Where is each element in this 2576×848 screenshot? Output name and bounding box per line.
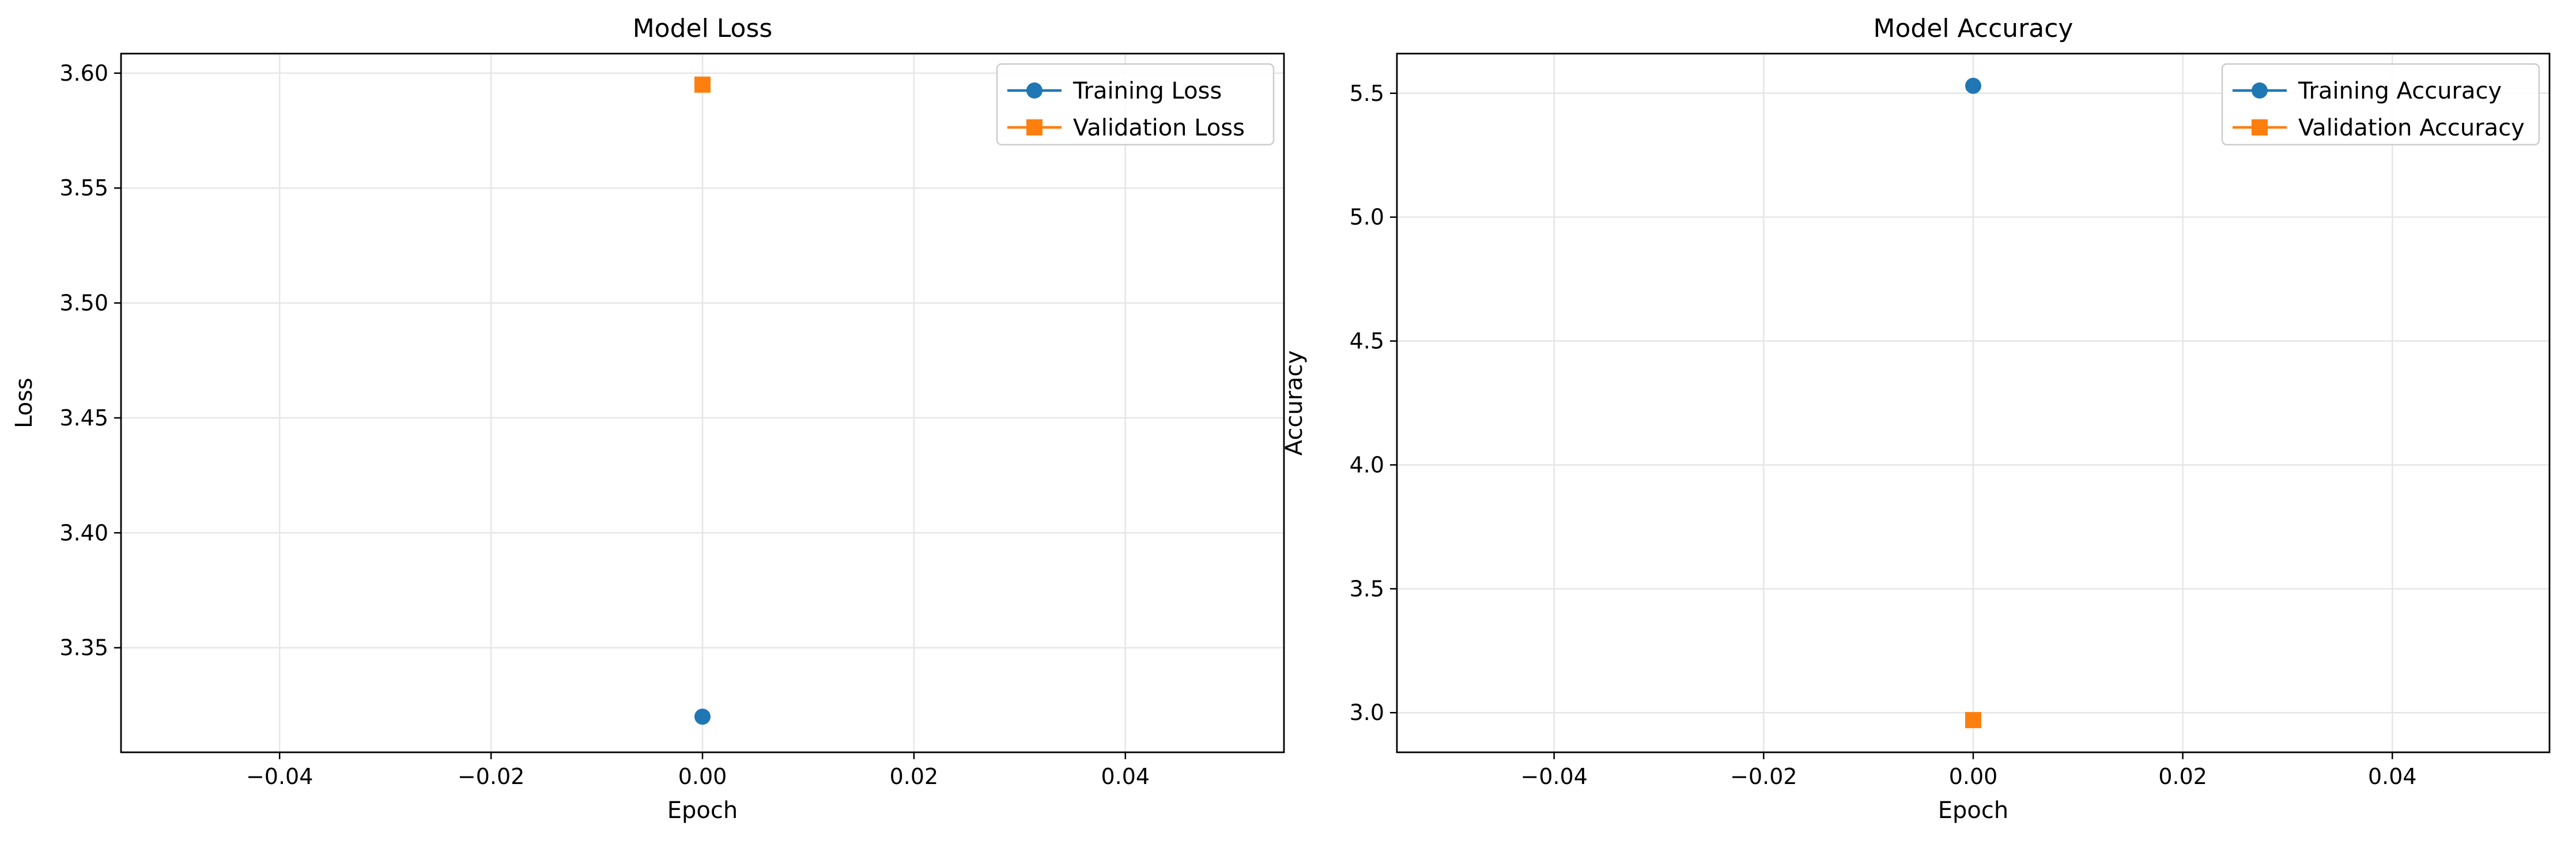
data-point-circle xyxy=(1965,77,1981,94)
y-tick-label: 3.40 xyxy=(59,520,108,545)
plot-area-frame xyxy=(120,52,1285,753)
x-tick-label: 0.02 xyxy=(890,764,939,789)
legend-label: Validation Loss xyxy=(1073,115,1245,141)
x-tick-label: 0.00 xyxy=(678,764,727,789)
data-point-square xyxy=(1965,712,1981,729)
y-axis-label: Loss xyxy=(11,378,37,428)
y-tick-label: 3.5 xyxy=(1350,576,1384,601)
x-tick-label: −0.02 xyxy=(1730,764,1797,789)
x-tick-label: 0.04 xyxy=(2368,764,2417,789)
legend: Training Loss Validation Loss xyxy=(996,63,1275,146)
x-tick-label: −0.04 xyxy=(246,764,313,789)
legend-label: Training Loss xyxy=(1072,78,1222,104)
chart-panel-1: −0.04 −0.02 0.00 0.02 0.04 3.35 3.40 3.45 3.50 3.… xyxy=(11,14,1285,824)
chart-title: Model Loss xyxy=(633,14,773,43)
y-tick-label: 3.50 xyxy=(59,291,108,316)
legend-label: Training Accuracy xyxy=(2298,78,2502,104)
x-tick-label: 0.02 xyxy=(2158,764,2207,789)
y-axis-label: Accuracy xyxy=(1281,350,1308,456)
y-tick-label: 3.55 xyxy=(59,175,108,201)
y-tick-label: 3.35 xyxy=(59,635,108,661)
y-tick-label: 3.0 xyxy=(1350,700,1384,725)
data-point-square xyxy=(694,76,711,93)
chart-panel-2: −0.04 −0.02 0.00 0.02 0.04 3.0 3.5 4.0 4.5 5.0 5.5… xyxy=(1281,14,2551,824)
y-tick-label: 5.0 xyxy=(1350,205,1384,230)
y-tick-label: 3.45 xyxy=(59,405,108,431)
data-point-circle xyxy=(694,708,711,725)
chart-title: Model Accuracy xyxy=(1874,14,2073,43)
x-tick-label: 0.04 xyxy=(1101,764,1150,789)
legend-marker-circle xyxy=(2252,82,2268,99)
legend-label: Validation Accuracy xyxy=(2298,115,2525,141)
y-tick-label: 4.5 xyxy=(1350,329,1384,354)
x-tick-label: 0.00 xyxy=(1949,764,1998,789)
legend-box xyxy=(2221,63,2540,146)
legend-marker-circle xyxy=(1026,82,1043,99)
x-axis-label: Epoch xyxy=(667,797,738,824)
legend-marker-square xyxy=(1026,119,1043,135)
plot-area-frame xyxy=(1396,52,2551,753)
legend: Training Accuracy Validation Accuracy xyxy=(2221,63,2540,146)
y-tick-label: 4.0 xyxy=(1350,452,1384,477)
x-tick-label: −0.02 xyxy=(458,764,524,789)
legend-box xyxy=(996,63,1275,146)
x-axis-label: Epoch xyxy=(1938,797,2008,824)
y-tick-label: 3.60 xyxy=(59,61,108,86)
y-tick-label: 5.5 xyxy=(1350,81,1384,106)
x-tick-label: −0.04 xyxy=(1521,764,1588,789)
legend-marker-square xyxy=(2252,119,2268,135)
